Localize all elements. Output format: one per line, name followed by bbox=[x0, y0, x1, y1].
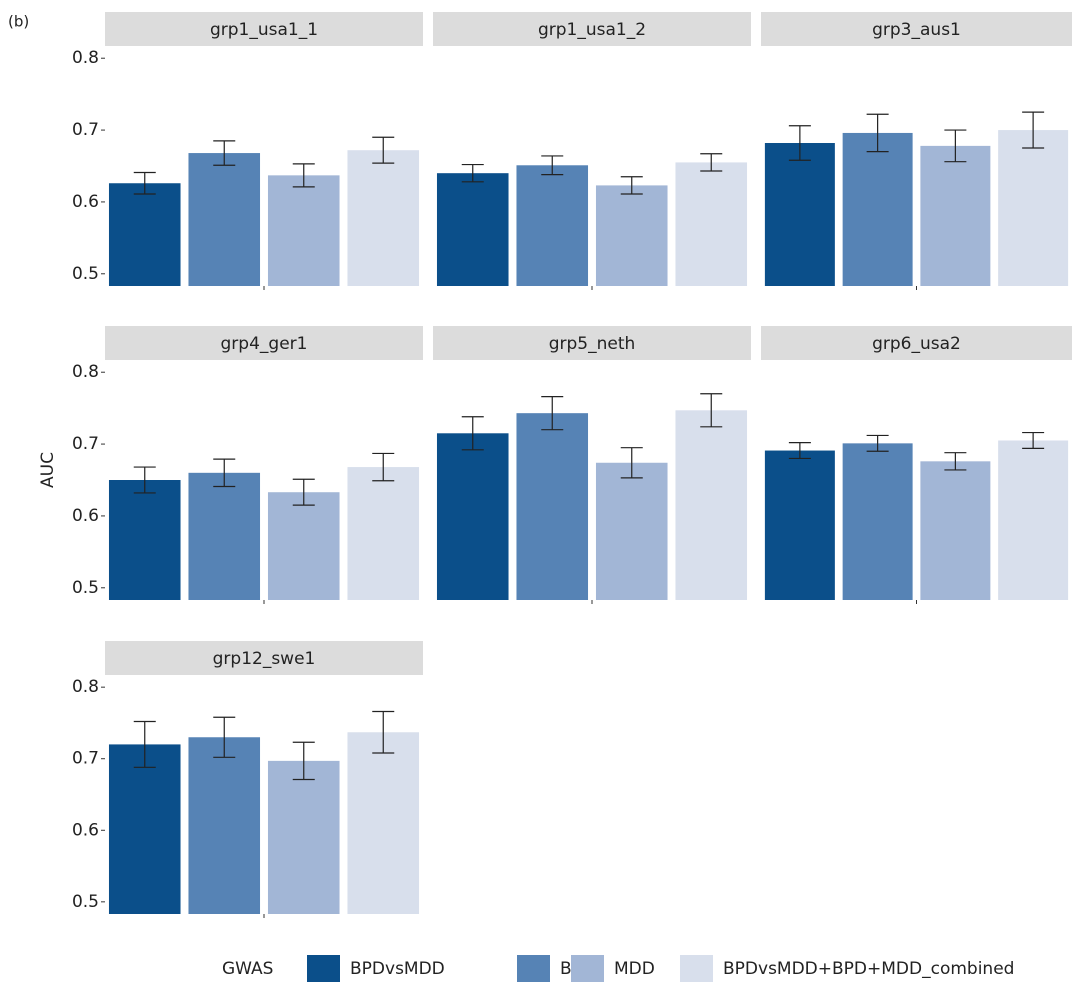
bar bbox=[347, 732, 420, 914]
strip bbox=[433, 12, 751, 46]
y-tick-label: 0.8 bbox=[72, 48, 99, 68]
bar bbox=[842, 132, 913, 286]
strip bbox=[105, 641, 423, 675]
bar bbox=[267, 175, 340, 286]
y-tick-label: 0.8 bbox=[72, 677, 99, 697]
error-bar bbox=[292, 478, 315, 506]
bar bbox=[675, 162, 748, 286]
error-bar bbox=[372, 136, 395, 164]
error-bar bbox=[700, 393, 723, 428]
bar bbox=[267, 492, 340, 600]
error-bar bbox=[700, 153, 723, 172]
legend-title: GWAS bbox=[222, 959, 273, 979]
error-bar bbox=[788, 125, 811, 161]
bar bbox=[267, 760, 340, 914]
panel-label: (b) bbox=[8, 13, 29, 31]
error-bar bbox=[372, 710, 395, 754]
error-bar bbox=[866, 434, 889, 452]
facet-title: grp12_swe1 bbox=[213, 649, 316, 669]
bar bbox=[920, 145, 991, 286]
y-tick-label: 0.7 bbox=[72, 434, 99, 454]
error-bar bbox=[1022, 111, 1045, 149]
strip bbox=[105, 326, 423, 360]
legend-label: BPDvsMDD bbox=[350, 959, 445, 979]
facet-title: grp3_aus1 bbox=[872, 20, 961, 40]
legend-swatch bbox=[517, 955, 550, 982]
bar bbox=[998, 130, 1069, 286]
bar bbox=[675, 410, 748, 600]
error-bar bbox=[213, 140, 236, 166]
y-tick-label: 0.6 bbox=[72, 820, 99, 840]
bar bbox=[595, 462, 668, 600]
error-bar bbox=[1022, 431, 1045, 449]
bar bbox=[764, 450, 835, 600]
y-tick-label: 0.7 bbox=[72, 120, 99, 140]
strip bbox=[433, 326, 751, 360]
y-tick-label: 0.6 bbox=[72, 192, 99, 212]
bar bbox=[347, 150, 420, 286]
error-bar bbox=[788, 442, 811, 460]
bar bbox=[998, 440, 1069, 600]
error-bar bbox=[133, 466, 156, 494]
legend-label: MDD bbox=[614, 959, 655, 979]
error-bar bbox=[461, 163, 484, 183]
y-tick-label: 0.5 bbox=[72, 892, 99, 912]
bar bbox=[516, 413, 589, 600]
error-bar bbox=[944, 129, 967, 163]
y-tick-label: 0.8 bbox=[72, 362, 99, 382]
legend-swatch bbox=[571, 955, 604, 982]
error-bar bbox=[213, 458, 236, 488]
legend-swatch bbox=[307, 955, 340, 982]
facet-title: grp5_neth bbox=[549, 334, 636, 354]
y-tick-label: 0.5 bbox=[72, 264, 99, 284]
bar bbox=[436, 173, 509, 286]
bar bbox=[108, 183, 181, 286]
bar bbox=[347, 467, 420, 600]
legend-label: BPDvsMDD+BPD+MDD_combined bbox=[723, 959, 1014, 979]
strip bbox=[761, 12, 1072, 46]
bar bbox=[842, 443, 913, 600]
strip bbox=[105, 12, 423, 46]
bar bbox=[188, 153, 261, 286]
error-bar bbox=[213, 716, 236, 758]
error-bar bbox=[541, 155, 564, 176]
error-bar bbox=[620, 176, 643, 195]
error-bar bbox=[292, 741, 315, 781]
y-axis-label: AUC bbox=[38, 452, 58, 488]
y-tick-label: 0.7 bbox=[72, 749, 99, 769]
error-bar bbox=[292, 163, 315, 188]
facet-title: grp4_ger1 bbox=[221, 334, 308, 354]
facet-title: grp1_usa1_2 bbox=[538, 20, 646, 40]
bar bbox=[188, 472, 261, 600]
y-tick-label: 0.6 bbox=[72, 506, 99, 526]
facet-title: grp6_usa2 bbox=[872, 334, 961, 354]
error-bar bbox=[620, 447, 643, 479]
legend-swatch bbox=[680, 955, 713, 982]
error-bar bbox=[944, 452, 967, 471]
error-bar bbox=[461, 416, 484, 451]
bar bbox=[595, 185, 668, 286]
error-bar bbox=[866, 113, 889, 153]
error-bar bbox=[133, 720, 156, 768]
error-bar bbox=[372, 452, 395, 482]
bar bbox=[188, 737, 261, 914]
bar bbox=[920, 461, 991, 600]
y-tick-label: 0.5 bbox=[72, 578, 99, 598]
error-bar bbox=[541, 396, 564, 431]
error-bar bbox=[133, 171, 156, 195]
bar bbox=[108, 744, 181, 914]
bar bbox=[764, 143, 835, 286]
strip bbox=[761, 326, 1072, 360]
facet-title: grp1_usa1_1 bbox=[210, 20, 318, 40]
bar bbox=[436, 433, 509, 600]
bar bbox=[516, 165, 589, 286]
bar bbox=[108, 480, 181, 600]
